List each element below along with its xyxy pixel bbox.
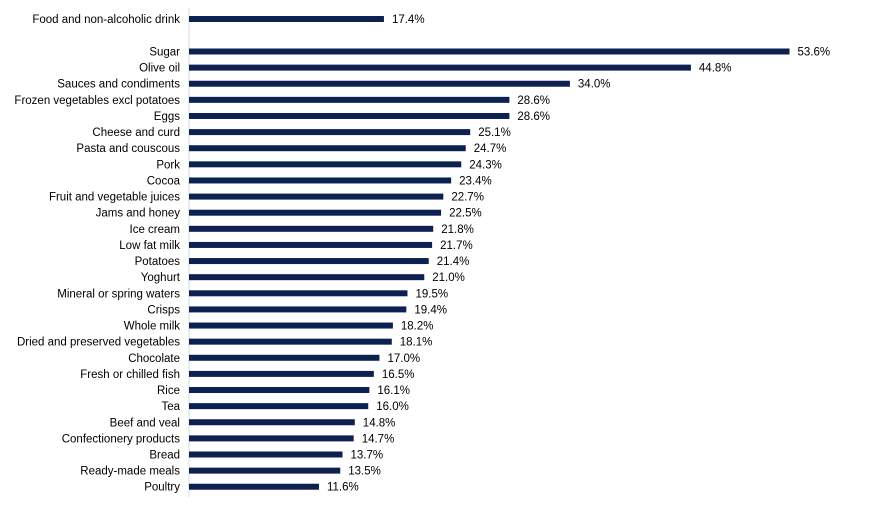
bar-poultry [189,483,319,490]
bar-pasta-and-couscous [189,145,466,152]
category-label-fruit-and-vegetable-juices: Fruit and vegetable juices [49,192,180,204]
category-label-frozen-vegetables-excl-potatoes: Frozen vegetables excl potatoes [14,95,180,107]
category-label-low-fat-milk: Low fat milk [119,240,180,252]
bar-jams-and-honey [189,209,442,216]
value-label-dried-and-preserved-vegetables: 18.1% [400,337,433,349]
bar-olive-oil [189,64,691,71]
category-label-confectionery-products: Confectionery products [62,433,181,445]
category-label-bread: Bread [149,450,180,462]
bar-fruit-and-vegetable-juices [189,193,444,200]
category-label-yoghurt: Yoghurt [141,272,181,284]
bar-whole-milk [189,322,393,329]
category-label-dried-and-preserved-vegetables: Dried and preserved vegetables [17,337,180,349]
category-label-ice-cream: Ice cream [130,224,181,236]
value-label-confectionery-products: 14.7% [362,433,395,445]
category-label-cocoa: Cocoa [147,175,181,187]
category-label-crisps: Crisps [147,304,180,316]
category-label-poultry: Poultry [144,482,180,494]
bar-rice [189,387,370,394]
category-label-cheese-and-curd: Cheese and curd [92,127,180,139]
value-label-jams-and-honey: 22.5% [449,208,482,220]
value-label-potatoes: 21.4% [437,256,470,268]
bar-mineral-or-spring-waters [189,290,408,297]
category-label-rice: Rice [157,385,180,397]
bar-ice-cream [189,225,434,232]
bars-group [189,16,790,490]
value-label-bread: 13.7% [350,450,383,462]
value-label-whole-milk: 18.2% [401,321,434,333]
bar-low-fat-milk [189,241,433,248]
bar-eggs [189,112,510,119]
value-label-yoghurt: 21.0% [432,272,465,284]
bar-bread [189,451,343,458]
category-label-pasta-and-couscous: Pasta and couscous [76,143,180,155]
bar-potatoes [189,258,429,265]
value-label-mineral-or-spring-waters: 19.5% [415,288,448,300]
value-label-tea: 16.0% [376,401,409,413]
category-label-olive-oil: Olive oil [139,63,180,75]
bar-beef-and-veal [189,419,355,426]
value-label-fruit-and-vegetable-juices: 22.7% [451,192,484,204]
bar-fresh-or-chilled-fish [189,370,374,377]
category-label-eggs: Eggs [154,111,180,123]
value-label-low-fat-milk: 21.7% [440,240,473,252]
bar-dried-and-preserved-vegetables [189,338,392,345]
value-label-olive-oil: 44.8% [699,63,732,75]
value-label-ready-made-meals: 13.5% [348,466,381,478]
bar-tea [189,403,369,410]
bar-chocolate [189,354,380,361]
bar-ready-made-meals [189,467,341,474]
value-label-cheese-and-curd: 25.1% [478,127,511,139]
value-label-pork: 24.3% [469,159,502,171]
bar-pork [189,161,462,168]
bar-sugar [189,48,790,55]
value-label-sugar: 53.6% [798,47,831,59]
bar-confectionery-products [189,435,354,442]
category-label-beef-and-veal: Beef and veal [110,417,180,429]
category-label-ready-made-meals: Ready-made meals [80,466,180,478]
value-label-crisps: 19.4% [414,304,447,316]
category-label-fresh-or-chilled-fish: Fresh or chilled fish [80,369,180,381]
value-label-fresh-or-chilled-fish: 16.5% [382,369,415,381]
category-label-potatoes: Potatoes [135,256,181,268]
bar-sauces-and-condiments [189,80,570,87]
bar-yoghurt [189,274,425,281]
category-label-jams-and-honey: Jams and honey [96,208,181,220]
value-label-cocoa: 23.4% [459,175,492,187]
value-label-rice: 16.1% [377,385,410,397]
value-label-pasta-and-couscous: 24.7% [474,143,507,155]
category-labels-group: Food and non-alcoholic drink Sugar Olive o… [14,14,180,494]
category-label-food-and-non-alcoholic-drink: Food and non-alcoholic drink [32,14,180,26]
category-label-mineral-or-spring-waters: Mineral or spring waters [57,288,180,300]
value-label-chocolate: 17.0% [387,353,420,365]
value-label-sauces-and-condiments: 34.0% [578,79,611,91]
category-label-chocolate: Chocolate [128,353,180,365]
value-label-beef-and-veal: 14.8% [363,417,396,429]
category-label-sugar: Sugar [149,47,180,59]
value-label-food-and-non-alcoholic-drink: 17.4% [392,14,425,26]
bar-food-and-non-alcoholic-drink [189,16,384,22]
category-label-pork: Pork [156,159,180,171]
value-label-ice-cream: 21.8% [441,224,474,236]
bar-frozen-vegetables-excl-potatoes [189,96,510,103]
value-label-frozen-vegetables-excl-potatoes: 28.6% [517,95,550,107]
bar-cheese-and-curd [189,129,471,136]
category-label-whole-milk: Whole milk [124,321,180,333]
category-label-sauces-and-condiments: Sauces and condiments [57,79,180,91]
bar-cocoa [189,177,452,184]
value-label-eggs: 28.6% [517,111,550,123]
value-label-poultry: 11.6% [327,482,359,494]
category-label-tea: Tea [161,401,180,413]
value-labels-group: 17.4% 53.6% 44.8% 34.0% 28.6% 28.6% 25.1% 24.7%… [327,14,830,494]
bar-crisps [189,306,407,313]
